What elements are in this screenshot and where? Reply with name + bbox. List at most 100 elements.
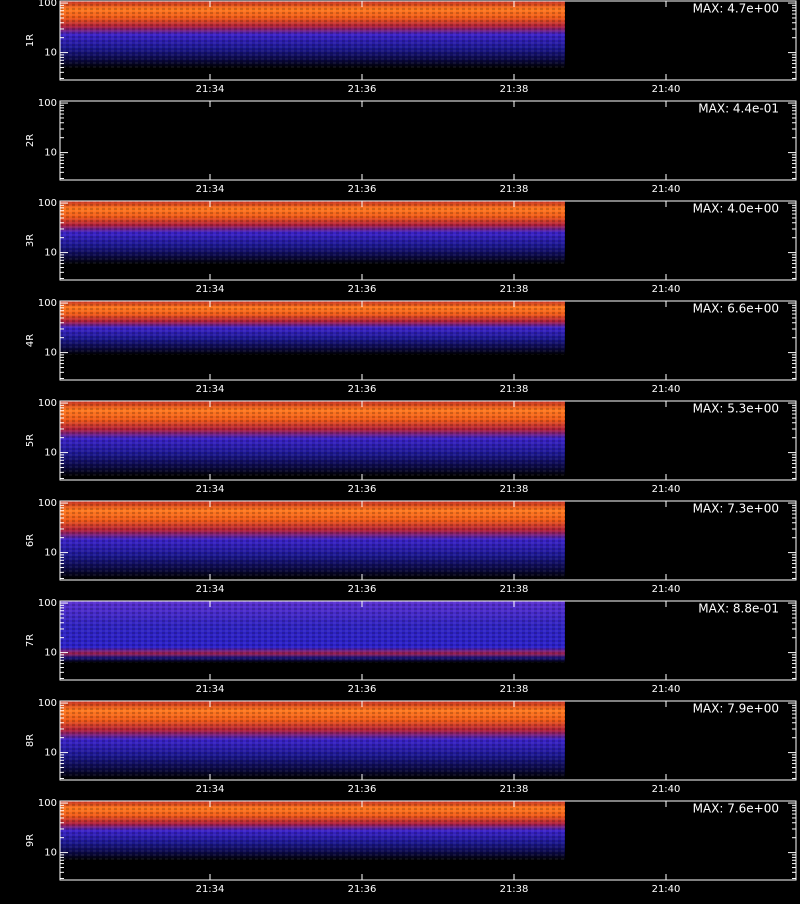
x-tick-label: 21:40: [652, 84, 681, 95]
x-tick-label: 21:34: [196, 484, 225, 495]
y-tick-label: 100: [38, 498, 57, 509]
panel: 10 100 21:34 21:36 21:38 21:40 8R MAX: 7.9e+00: [25, 698, 797, 795]
x-tick-label: 21:34: [196, 784, 225, 795]
panel: 10 100 21:34 21:36 21:38 21:40 4R MAX: 6.6e+00: [25, 298, 797, 395]
panel-label: 3R: [25, 234, 36, 247]
heatmap-texture: [60, 601, 565, 663]
plot-frame: [59, 600, 797, 681]
x-tick-label: 21:36: [348, 684, 377, 695]
plot-frame: [59, 100, 797, 181]
y-tick-label: 100: [38, 198, 57, 209]
x-tick-label: 21:38: [500, 84, 529, 95]
heatmap-texture: [60, 201, 565, 265]
max-annotation: MAX: 4.0e+00: [693, 202, 779, 216]
max-annotation: MAX: 7.6e+00: [693, 802, 779, 816]
max-annotation: MAX: 7.3e+00: [693, 502, 779, 516]
x-tick-label: 21:40: [652, 684, 681, 695]
x-tick-label: 21:36: [348, 784, 377, 795]
x-tick-label: 21:36: [348, 484, 377, 495]
heatmap-texture: [60, 501, 565, 579]
x-tick-label: 21:38: [500, 184, 529, 195]
y-tick-label: 10: [44, 248, 57, 259]
max-annotation: MAX: 7.9e+00: [693, 702, 779, 716]
x-tick-label: 21:40: [652, 284, 681, 295]
x-tick-label: 21:34: [196, 684, 225, 695]
plot-frame: [59, 300, 797, 381]
panel: 10 100 21:34 21:36 21:38 21:40 5R MAX: 5.3e+00: [25, 398, 797, 495]
x-tick-label: 21:40: [652, 584, 681, 595]
plot-frame: [59, 0, 797, 81]
x-tick-label: 21:40: [652, 784, 681, 795]
x-tick-label: 21:40: [652, 484, 681, 495]
panel-label: 2R: [25, 134, 36, 147]
x-tick-label: 21:34: [196, 284, 225, 295]
x-tick-label: 21:40: [652, 384, 681, 395]
max-annotation: MAX: 8.8e-01: [698, 602, 779, 616]
x-tick-label: 21:34: [196, 184, 225, 195]
x-tick-label: 21:38: [500, 484, 529, 495]
y-tick-label: 100: [38, 398, 57, 409]
x-tick-label: 21:36: [348, 184, 377, 195]
y-tick-label: 10: [44, 48, 57, 59]
y-tick-label: 100: [38, 298, 57, 309]
x-tick-label: 21:38: [500, 684, 529, 695]
panel: 10 100 21:34 21:36 21:38 21:40 6R MAX: 7.3e+00: [25, 498, 797, 595]
panel-label: 1R: [25, 34, 36, 47]
y-tick-label: 10: [44, 148, 57, 159]
heatmap-texture: [60, 801, 565, 861]
max-annotation: MAX: 4.7e+00: [693, 2, 779, 16]
y-tick-label: 10: [44, 448, 57, 459]
x-tick-label: 21:38: [500, 784, 529, 795]
y-tick-label: 100: [38, 698, 57, 709]
x-tick-label: 21:34: [196, 584, 225, 595]
panel: 10 100 21:34 21:36 21:38 21:40 3R MAX: 4.0e+00: [25, 198, 797, 295]
panel-label: 7R: [25, 634, 36, 647]
panel-label: 9R: [25, 834, 36, 847]
x-tick-label: 21:38: [500, 884, 529, 895]
y-tick-label: 100: [38, 598, 57, 609]
heatmap-texture: [60, 701, 565, 779]
x-tick-label: 21:36: [348, 584, 377, 595]
panel: 10 100 21:34 21:36 21:38 21:40 1R MAX: 4.7e+00: [25, 0, 797, 95]
x-tick-label: 21:38: [500, 284, 529, 295]
panel-label: 4R: [25, 334, 36, 347]
panel: 10 100 21:34 21:36 21:38 21:40 7R MAX: 8.8e-01: [25, 598, 797, 695]
x-tick-label: 21:38: [500, 584, 529, 595]
plot-frame: [59, 800, 797, 881]
panel-label: 8R: [25, 734, 36, 747]
plot-frame: [59, 500, 797, 581]
y-tick-label: 10: [44, 648, 57, 659]
y-tick-label: 10: [44, 548, 57, 559]
max-annotation: MAX: 4.4e-01: [698, 102, 779, 116]
panel: 10 100 21:34 21:36 21:38 21:40 2R MAX: 4.4e-01: [25, 98, 797, 195]
y-tick-label: 10: [44, 748, 57, 759]
x-tick-label: 21:34: [196, 384, 225, 395]
y-tick-label: 100: [38, 98, 57, 109]
heatmap-texture: [60, 1, 565, 69]
heatmap-texture: [60, 301, 565, 355]
plot-frame: [59, 400, 797, 481]
y-tick-label: 10: [44, 348, 57, 359]
x-tick-label: 21:34: [196, 84, 225, 95]
x-tick-label: 21:40: [652, 184, 681, 195]
x-tick-label: 21:36: [348, 284, 377, 295]
plot-frame: [59, 200, 797, 281]
x-tick-label: 21:36: [348, 384, 377, 395]
panel: 10 100 21:34 21:36 21:38 21:40 9R MAX: 7.6e+00: [25, 798, 797, 895]
panel-label: 6R: [25, 534, 36, 547]
y-tick-label: 100: [38, 798, 57, 809]
max-annotation: MAX: 5.3e+00: [693, 402, 779, 416]
x-tick-label: 21:36: [348, 84, 377, 95]
max-annotation: MAX: 6.6e+00: [693, 302, 779, 316]
y-tick-label: 100: [38, 0, 57, 9]
x-tick-label: 21:38: [500, 384, 529, 395]
x-tick-label: 21:36: [348, 884, 377, 895]
y-tick-label: 10: [44, 848, 57, 859]
panel-label: 5R: [25, 434, 36, 447]
x-tick-label: 21:40: [652, 884, 681, 895]
x-tick-label: 21:34: [196, 884, 225, 895]
heatmap-texture: [60, 401, 565, 477]
plot-frame: [59, 700, 797, 781]
